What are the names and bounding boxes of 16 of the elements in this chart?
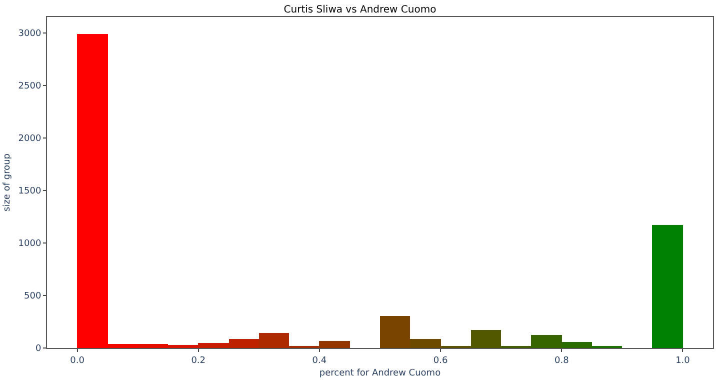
y-tick-label: 1000 <box>18 239 42 250</box>
x-tick-label: 0.6 <box>433 356 448 366</box>
x-tick-label: 0.8 <box>554 356 570 366</box>
x-tick-label: 0.0 <box>70 356 85 366</box>
chart-title: Curtis Sliwa vs Andrew Cuomo <box>284 4 436 16</box>
y-tick-label: 500 <box>24 292 42 302</box>
y-tick-label: 3000 <box>18 28 42 39</box>
x-axis-title: percent for Andrew Cuomo <box>319 368 442 379</box>
y-tick-label: 2000 <box>18 134 42 144</box>
y-tick-label: 2500 <box>18 81 42 92</box>
x-tick-label: 0.2 <box>191 356 206 366</box>
x-tick-label: 0.4 <box>312 356 327 366</box>
y-axis-title: size of group <box>2 153 13 212</box>
x-tick-label: 1.0 <box>676 356 690 366</box>
y-tick-label: 1500 <box>18 186 42 197</box>
y-tick-label: 0 <box>35 344 42 354</box>
